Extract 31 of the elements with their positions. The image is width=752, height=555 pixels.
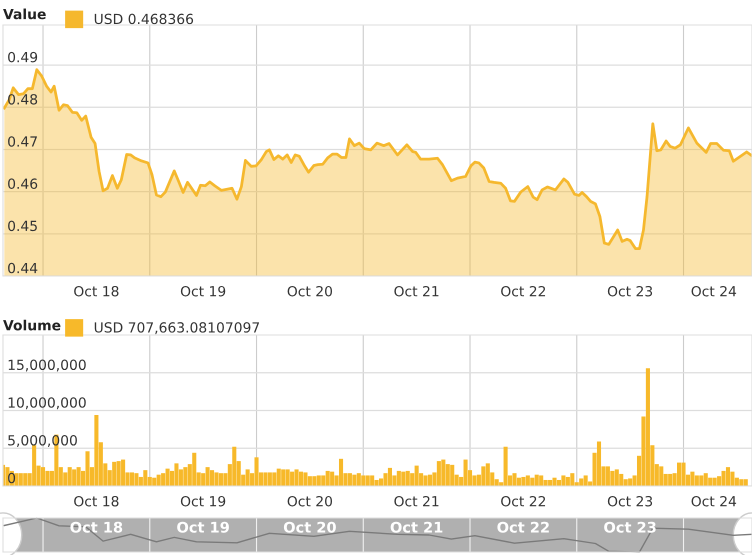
x-tick-label: Oct 22: [497, 522, 549, 533]
legend-title: Volume: [3, 320, 60, 330]
y-tick-label: 15,000,000: [8, 360, 86, 372]
x-tick-label: Oct 21: [394, 286, 438, 296]
x-tick-label: Oct 18: [74, 286, 119, 296]
legend-label: USD 707,663.08107097: [94, 322, 260, 334]
y-tick-label: 10,000,000: [8, 397, 86, 410]
y-tick-label: 0.49: [8, 52, 38, 62]
x-tick-label: Oct 20: [284, 522, 336, 533]
x-tick-label: Oct 22: [501, 286, 546, 296]
y-tick-label: 0.47: [8, 136, 37, 147]
x-tick-label: Oct 23: [604, 522, 656, 533]
x-tick-label: Oct 21: [394, 496, 438, 506]
y-tick-label: 0.45: [8, 220, 37, 232]
x-tick-label: Oct 22: [501, 496, 546, 506]
legend-title: Value: [3, 8, 46, 20]
x-tick-label: Oct 23: [608, 496, 652, 506]
x-tick-label: Oct 24: [692, 286, 736, 296]
x-tick-label: Oct 19: [180, 496, 226, 506]
x-tick-label: Oct 20: [288, 496, 332, 506]
x-tick-label: Oct 23: [608, 286, 652, 296]
x-tick-label: Oct 18: [70, 522, 122, 533]
x-tick-label: Oct 21: [390, 522, 442, 533]
x-tick-label: Oct 19: [177, 522, 229, 533]
x-tick-label: Oct 24: [692, 496, 736, 506]
x-tick-label: Oct 20: [288, 286, 332, 296]
x-tick-label: Oct 19: [180, 286, 226, 296]
y-tick-label: 0.46: [8, 178, 38, 189]
legend-label: USD 0.468366: [94, 14, 194, 24]
y-tick-label: 0.44: [8, 262, 38, 274]
x-tick-label: Oct 18: [74, 496, 119, 506]
